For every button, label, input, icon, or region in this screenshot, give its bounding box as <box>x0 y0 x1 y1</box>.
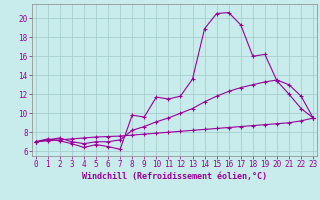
X-axis label: Windchill (Refroidissement éolien,°C): Windchill (Refroidissement éolien,°C) <box>82 172 267 181</box>
